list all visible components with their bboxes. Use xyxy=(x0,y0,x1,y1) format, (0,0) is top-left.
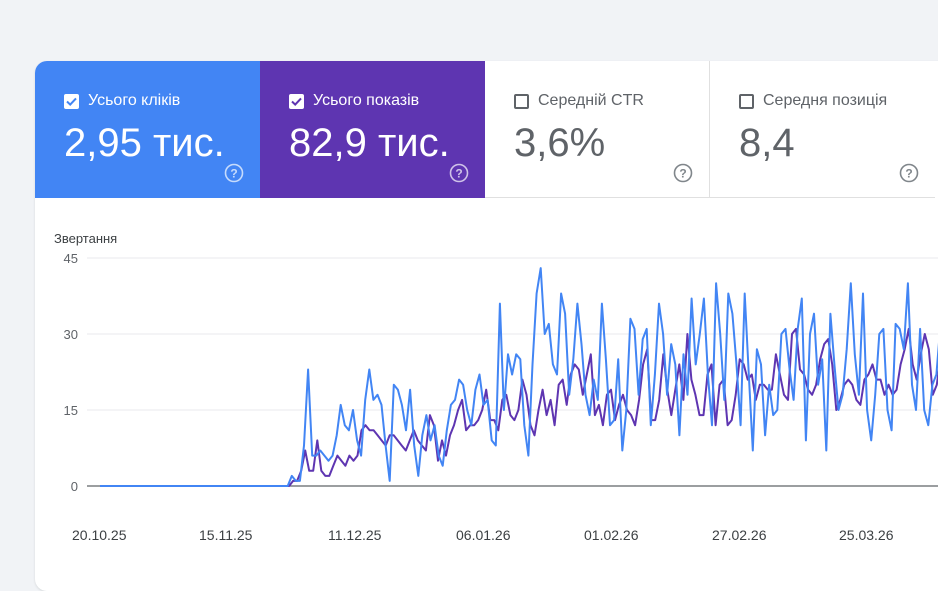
x-tick-label: 25.03.26 xyxy=(839,527,894,543)
metric-label: Середній CTR xyxy=(538,92,644,109)
y-tick-label: 15 xyxy=(64,403,78,418)
performance-chart: Звертання 0 15 30 45 20.10.25 15.11.25 11.12.… xyxy=(35,199,938,591)
checkbox-checked[interactable] xyxy=(289,93,304,109)
metric-total-clicks[interactable]: Усього кліків 2,95 тис. ? xyxy=(35,61,260,198)
help-icon[interactable]: ? xyxy=(899,163,919,183)
x-tick-label: 27.02.26 xyxy=(712,527,767,543)
help-icon[interactable]: ? xyxy=(224,163,244,183)
checkbox-unchecked[interactable] xyxy=(739,93,754,109)
y-tick-label: 30 xyxy=(64,327,78,342)
svg-text:?: ? xyxy=(455,167,462,181)
metric-label: Усього кліків xyxy=(88,92,181,109)
help-icon[interactable]: ? xyxy=(673,163,693,183)
metric-value: 2,95 тис. xyxy=(64,121,225,165)
metric-average-ctr[interactable]: Середній CTR 3,6% ? xyxy=(485,61,710,198)
metric-label: Усього показів xyxy=(313,92,420,109)
chart-svg: Звертання 0 15 30 45 20.10.25 15.11.25 11.12.… xyxy=(54,231,938,543)
x-tick-label: 01.02.26 xyxy=(584,527,639,543)
metric-value: 82,9 тис. xyxy=(289,121,450,165)
metric-value: 8,4 xyxy=(739,121,795,165)
svg-text:?: ? xyxy=(905,167,912,181)
y-tick-label: 45 xyxy=(64,251,78,266)
x-tick-label: 11.12.25 xyxy=(328,527,382,543)
metric-tabs: Усього кліків 2,95 тис. ? Усього показів… xyxy=(35,61,938,199)
metric-value: 3,6% xyxy=(514,121,606,165)
clicks-series-line xyxy=(100,267,938,487)
checkbox-checked[interactable] xyxy=(64,93,79,109)
performance-card: Усього кліків 2,95 тис. ? Усього показів… xyxy=(35,61,938,591)
svg-text:?: ? xyxy=(679,167,686,181)
x-tick-label: 06.01.26 xyxy=(456,527,511,543)
checkbox-unchecked[interactable] xyxy=(514,93,529,109)
y-tick-label: 0 xyxy=(71,479,78,494)
metric-label: Середня позиція xyxy=(763,92,888,109)
metric-average-position[interactable]: Середня позиція 8,4 ? xyxy=(710,61,935,198)
y-axis-title: Звертання xyxy=(54,231,117,246)
x-tick-label: 15.11.25 xyxy=(199,527,253,543)
x-tick-label: 20.10.25 xyxy=(72,527,127,543)
metric-total-impressions[interactable]: Усього показів 82,9 тис. ? xyxy=(260,61,485,198)
help-icon[interactable]: ? xyxy=(449,163,469,183)
svg-text:?: ? xyxy=(230,167,237,181)
